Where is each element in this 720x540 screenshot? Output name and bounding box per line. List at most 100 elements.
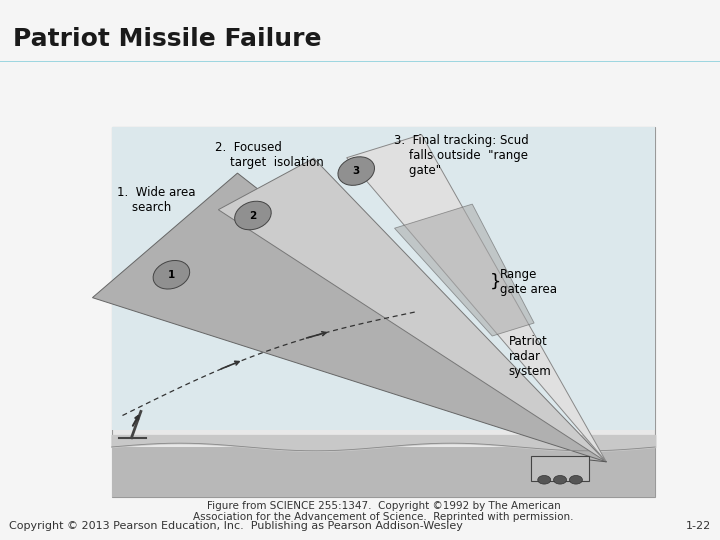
Bar [0, 61, 720, 62]
Ellipse shape [338, 157, 374, 185]
Bar [0, 61, 720, 62]
Bar [0, 61, 720, 62]
Bar [0, 61, 720, 62]
Bar [0, 61, 720, 62]
Bar [0, 60, 720, 62]
Bar [0, 61, 720, 62]
Bar [0, 61, 720, 62]
Bar [0, 61, 720, 62]
Circle shape [554, 476, 567, 484]
Bar [0, 61, 720, 62]
Bar [0, 61, 720, 62]
Bar [0, 61, 720, 62]
Bar [0, 61, 720, 62]
Bar [0, 61, 720, 62]
Bar [0, 60, 720, 62]
Bar [0, 61, 720, 62]
Bar [0, 61, 720, 62]
Polygon shape [92, 173, 606, 462]
Bar [0, 60, 720, 62]
Bar [112, 447, 655, 497]
Text: 1: 1 [168, 270, 175, 280]
Bar [0, 60, 720, 62]
Bar [0, 60, 720, 62]
Bar [0, 61, 720, 62]
Ellipse shape [153, 260, 189, 289]
Bar [0, 61, 720, 62]
Bar [0, 61, 720, 62]
Text: 2: 2 [249, 211, 256, 220]
Bar [0, 61, 720, 62]
Bar [0, 61, 720, 62]
Bar [0, 61, 720, 62]
Bar [0, 61, 720, 62]
Text: 3.  Final tracking: Scud
    falls outside  "range
    gate": 3. Final tracking: Scud falls outside "r… [395, 134, 529, 177]
Bar [0, 61, 720, 62]
Polygon shape [346, 134, 606, 462]
Polygon shape [395, 204, 534, 336]
Bar [0, 61, 720, 62]
Bar [0, 60, 720, 62]
Bar [0, 61, 720, 62]
Circle shape [570, 476, 582, 484]
Bar [0, 61, 720, 62]
Bar [0, 61, 720, 62]
Polygon shape [218, 158, 606, 462]
Text: Figure from SCIENCE 255:1347.  Copyright ©1992 by The American
Association for t: Figure from SCIENCE 255:1347. Copyright … [193, 501, 574, 522]
Text: Patriot
radar
system: Patriot radar system [508, 335, 552, 378]
Bar [112, 126, 655, 497]
Bar [0, 61, 720, 62]
Bar [0, 61, 720, 62]
Bar [0, 61, 720, 62]
Bar [0, 61, 720, 62]
Bar [0, 60, 720, 62]
Bar [0, 60, 720, 62]
Bar [0, 61, 720, 62]
Bar [0, 60, 720, 62]
Bar [0, 60, 720, 62]
Text: 2.  Focused
    target  isolation: 2. Focused target isolation [215, 141, 323, 170]
Bar [0, 61, 720, 62]
Bar [0, 61, 720, 62]
Bar [0, 61, 720, 62]
Bar [0, 61, 720, 62]
Bar [0, 60, 720, 62]
Bar [0, 61, 720, 62]
Circle shape [538, 476, 551, 484]
Text: 1.  Wide area
    search: 1. Wide area search [117, 186, 196, 214]
Bar [0, 60, 720, 62]
Bar [0, 61, 720, 62]
Bar [0, 61, 720, 62]
Bar [0, 61, 720, 62]
Bar [0, 61, 720, 62]
Bar [0, 60, 720, 62]
Bar [0, 61, 720, 62]
Bar [112, 126, 655, 430]
Bar [0, 60, 720, 62]
Text: Patriot Missile Failure: Patriot Missile Failure [13, 27, 321, 51]
Ellipse shape [235, 201, 271, 230]
Bar [0, 61, 720, 62]
Bar [0, 61, 720, 62]
Text: Range
gate area: Range gate area [500, 268, 557, 296]
Bar [0, 61, 720, 62]
Bar [0, 60, 720, 62]
Bar [0, 60, 720, 62]
Bar [0, 60, 720, 62]
Bar [0, 61, 720, 62]
Bar [0, 61, 720, 62]
Bar [0, 61, 720, 62]
Text: 3: 3 [353, 166, 360, 176]
Bar [0, 61, 720, 62]
Bar [0, 61, 720, 62]
Bar [0, 61, 720, 62]
Bar [0, 61, 720, 62]
Bar [0, 61, 720, 62]
Bar [0, 60, 720, 62]
Bar [0, 61, 720, 62]
FancyBboxPatch shape [531, 456, 589, 481]
Bar [0, 60, 720, 62]
Text: 1-22: 1-22 [686, 522, 711, 531]
Bar [0, 61, 720, 62]
Bar [0, 60, 720, 62]
